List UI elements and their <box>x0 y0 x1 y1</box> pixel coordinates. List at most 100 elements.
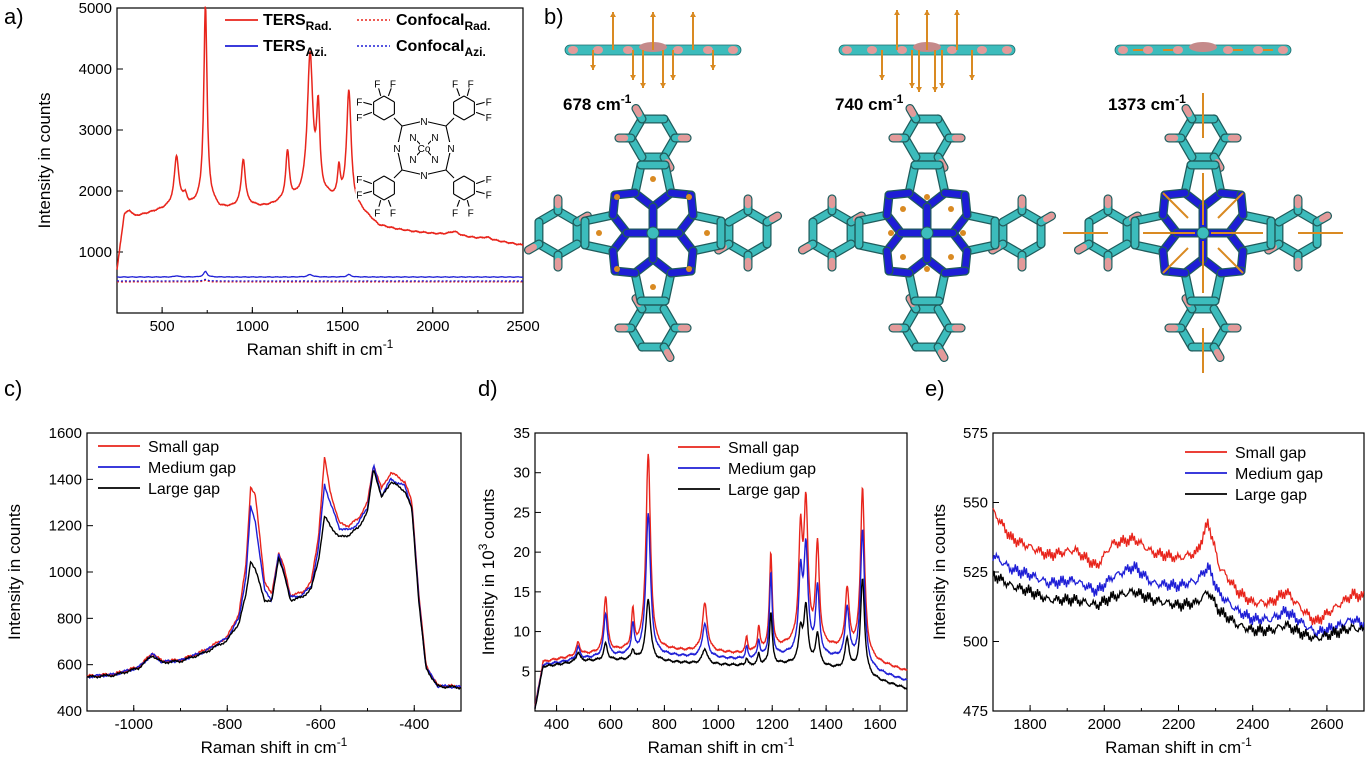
y-tick-label: 575 <box>963 425 988 442</box>
mode-label-740: 740 cm-1 <box>835 92 904 114</box>
bond-line <box>361 179 373 185</box>
y-tick-label: 20 <box>513 544 530 561</box>
arrow-head <box>650 12 656 17</box>
bond-stick <box>581 241 617 255</box>
y-tick-label: 10 <box>513 624 530 641</box>
plot-frame <box>116 7 524 314</box>
x-tick-label: 1000 <box>236 318 269 335</box>
atom-bg <box>466 206 475 218</box>
legend-label: Small gap <box>728 440 799 457</box>
bond-stick <box>883 247 893 275</box>
displacement-dot <box>596 230 602 236</box>
x-axis-label-exp: -1 <box>337 735 348 749</box>
x-axis-label-text: Raman shift in cm <box>247 340 383 359</box>
benzo-ring-bond <box>383 95 395 103</box>
legend-label: Large gap <box>148 481 220 498</box>
benzo-ring-bond <box>453 175 465 183</box>
displacement-dot <box>650 176 656 182</box>
y-axis-label-text: Intensity in counts <box>35 92 54 228</box>
y-tick-label: 3000 <box>79 122 112 139</box>
fluorine-atom-label: F <box>486 113 492 124</box>
bond-stick <box>1181 161 1195 197</box>
arrow-head <box>924 10 930 15</box>
x-axis-label-text: Raman shift in cm <box>201 738 337 757</box>
displacement-dot <box>686 194 692 200</box>
fluorine-atom-label: F <box>452 209 458 220</box>
fluorine-atom <box>673 46 683 54</box>
bond-stick <box>1131 241 1167 255</box>
series-line-ters-rad- <box>116 6 524 270</box>
y-axis-label-text: Intensity in counts <box>5 504 24 640</box>
cobalt-atom <box>646 226 660 240</box>
atom-bg <box>451 77 460 89</box>
bond-line <box>361 111 373 117</box>
bond-stick <box>1181 269 1195 305</box>
bond-stick <box>1159 247 1169 275</box>
benzo-ring-bond <box>383 113 395 121</box>
y-axis-label-tail: counts <box>479 489 498 544</box>
nitrogen-atom-label: N <box>447 144 454 155</box>
fluorine-atom <box>1278 46 1288 54</box>
x-tick-label: 2200 <box>1162 716 1195 733</box>
legend-label: Medium gap <box>148 460 236 477</box>
benzo-ring-bond <box>463 175 475 183</box>
y-axis-label: Intensity in counts <box>5 504 24 640</box>
x-axis-label: Raman shift in cm-1 <box>201 735 348 757</box>
benzo-ring-bond <box>373 175 385 183</box>
atom-bg <box>409 153 417 164</box>
bond-line <box>475 101 487 106</box>
x-tick-label: 2600 <box>1310 716 1343 733</box>
bond-stick <box>1239 211 1275 225</box>
nitrogen-atom-label: N <box>409 133 416 144</box>
panel-d: d) 400 600 800 1000 1200 1400 1600 5 10 15 20 25 30 3… <box>476 376 908 757</box>
fluorine-atom-label: F <box>356 113 362 124</box>
x-axis-label-exp: -1 <box>784 735 795 749</box>
y-axis-label: Intensity in counts <box>930 504 949 640</box>
nitrogen-atom-label: N <box>420 171 427 182</box>
benzo-ring-bond <box>463 95 475 103</box>
y-tick-label: 25 <box>513 504 530 521</box>
fluorine-atom <box>568 46 578 54</box>
bond-line <box>475 111 487 117</box>
bond-stick <box>905 269 919 305</box>
y-tick-label: 800 <box>57 610 82 627</box>
x-tick-label: 400 <box>544 716 569 733</box>
x-tick-label: 2000 <box>416 318 449 335</box>
displacement-dot <box>888 230 894 236</box>
fluorine-atom-label: F <box>356 97 362 108</box>
fluorine-atom-label: F <box>390 79 396 90</box>
y-tick-label: 2000 <box>79 183 112 200</box>
x-tick-label: 1500 <box>326 318 359 335</box>
legend-label: Small gap <box>1235 445 1306 462</box>
panel-e: e) 1800 2000 2200 2400 2600 475 500 525 550 575 Ra… <box>925 376 1365 757</box>
x-tick-label: 600 <box>598 716 623 733</box>
y-tick-label: 600 <box>57 657 82 674</box>
bond-stick <box>1161 189 1189 199</box>
x-tick-label: 500 <box>150 318 175 335</box>
x-tick-label: 1200 <box>756 716 789 733</box>
y-tick-label: 35 <box>513 425 530 442</box>
displacement-dot <box>614 194 620 200</box>
x-axis-label: Raman shift in cm-1 <box>247 337 394 359</box>
mode-label-1373: 1373 cm-1 <box>1108 92 1186 114</box>
x-tick-label: 2500 <box>506 318 539 335</box>
bond-line <box>445 169 455 179</box>
legend-label: Small gap <box>148 439 219 456</box>
bond-stick <box>961 191 971 219</box>
x-tick-label: -600 <box>306 716 336 733</box>
fluorine-stick <box>663 349 674 361</box>
bond-stick <box>1211 269 1225 305</box>
series-line-medium-gap <box>86 463 462 689</box>
arrow-head <box>939 83 945 88</box>
legend-label: Medium gap <box>1235 466 1323 483</box>
legend-a: TERSRad. ConfocalRad. TERSAzi. ConfocalA… <box>225 12 490 59</box>
fluorine-atom-label: F <box>486 175 492 186</box>
benzo-ring-bond <box>373 193 385 201</box>
fluorine-atom <box>703 46 713 54</box>
y-tick-label: 525 <box>963 564 988 581</box>
bond-stick <box>905 161 919 197</box>
panel-a-label: a) <box>4 4 24 29</box>
atom-bg <box>355 110 364 122</box>
series-line-ters-azi- <box>116 270 524 279</box>
arrow-head <box>660 83 666 88</box>
